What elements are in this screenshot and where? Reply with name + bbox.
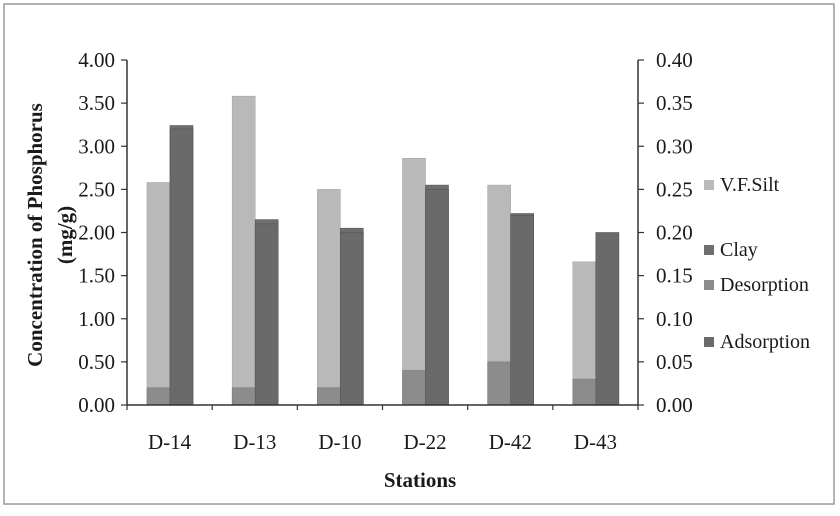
left-y-tick-label: 2.00 (78, 221, 115, 245)
right-y-tick-label: 0.05 (656, 350, 693, 374)
bar-adsorption-d-42 (510, 215, 535, 406)
left-y-tick-label: 3.50 (78, 91, 115, 115)
x-tick-label-d-10: D-10 (318, 430, 361, 454)
bar-adsorption-d-14 (169, 128, 194, 406)
legend-swatch-adsorption (704, 337, 714, 347)
right-y-tick-label: 0.40 (656, 48, 693, 72)
x-tick-label-d-43: D-43 (574, 430, 617, 454)
series-adsorption (169, 128, 620, 406)
bar-adsorption-d-10 (339, 232, 364, 406)
right-y-tick-label: 0.30 (656, 134, 693, 158)
left-y-tick-label: 2.50 (78, 177, 115, 201)
bar-adsorption-d-43 (595, 232, 620, 406)
x-tick-label-d-22: D-22 (404, 430, 447, 454)
bar-vf-silt-d-22 (402, 158, 426, 406)
bar-adsorption-d-13 (254, 223, 279, 406)
x-axis-title: Stations (384, 468, 456, 492)
bar-desorption-d-22 (402, 370, 426, 406)
legend-label-vf-silt: V.F.Silt (720, 174, 780, 196)
right-y-tick-label: 0.25 (656, 177, 693, 201)
right-y-ticks: 0.00 0.05 0.10 0.15 0.20 0.25 0.30 0.35 0.40 (638, 48, 693, 417)
bar-desorption-d-10 (316, 387, 341, 406)
legend-swatch-vf-silt (704, 180, 714, 190)
chart-border (3, 3, 835, 505)
legend-label-clay: Clay (720, 239, 758, 261)
legend-swatch-clay (704, 245, 714, 255)
bar-vf-silt-d-13 (231, 95, 256, 406)
legend-label-adsorption: Adsorption (720, 331, 810, 353)
bar-desorption-d-13 (231, 387, 256, 406)
left-y-ticks: 0.00 0.50 1.00 1.50 2.00 2.50 3.00 3.50 4.00 (78, 48, 127, 417)
series-desorption (146, 361, 597, 406)
bar-desorption-d-42 (487, 361, 512, 406)
legend-swatch-desorption (704, 280, 714, 290)
left-y-tick-label: 0.00 (78, 393, 115, 417)
bar-desorption-d-14 (146, 387, 171, 406)
y-axis-title: Concentration of Phosphorus (mg/g) (23, 103, 77, 367)
x-tick-label-d-13: D-13 (233, 430, 276, 454)
left-y-tick-label: 1.00 (78, 307, 115, 331)
left-y-tick-label: 4.00 (78, 48, 115, 72)
right-y-tick-label: 0.10 (656, 307, 693, 331)
bar-vf-silt-d-10 (316, 189, 341, 406)
right-y-tick-label: 0.00 (656, 393, 693, 417)
x-tick-label-d-14: D-14 (148, 430, 192, 454)
left-y-tick-label: 0.50 (78, 350, 115, 374)
legend: V.F.Silt Clay Desorption Adsorption (704, 174, 810, 353)
bar-desorption-d-43 (572, 378, 597, 406)
y-axis-title-line-2: (mg/g) (53, 206, 77, 264)
x-tick-label-d-42: D-42 (489, 430, 532, 454)
y-axis-title-line-1: Concentration of Phosphorus (23, 103, 47, 367)
bar-vf-silt-d-14 (146, 182, 171, 406)
x-ticks: D-14 D-13 D-10 D-22 D-42 D-43 (126, 405, 639, 454)
right-y-tick-label: 0.20 (656, 221, 693, 245)
left-y-tick-label: 3.00 (78, 134, 115, 158)
legend-label-desorption: Desorption (720, 274, 809, 296)
right-y-tick-label: 0.15 (656, 264, 693, 288)
bar-adsorption-d-22 (425, 189, 449, 406)
left-y-tick-label: 1.50 (78, 264, 115, 288)
right-y-tick-label: 0.35 (656, 91, 693, 115)
